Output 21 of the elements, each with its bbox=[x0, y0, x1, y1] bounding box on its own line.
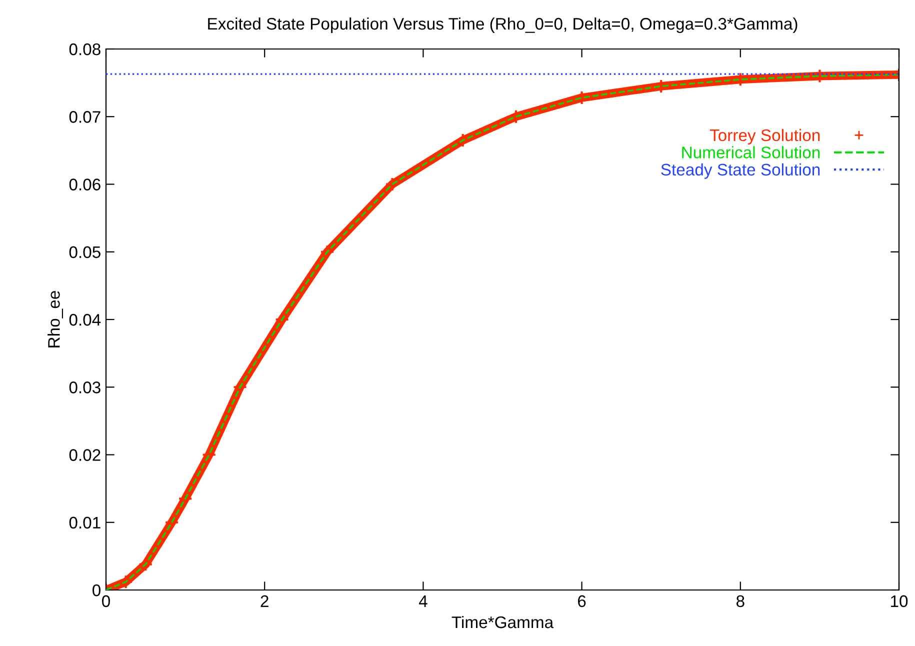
y-tick-label: 0 bbox=[92, 584, 100, 596]
x-tick-label: 6 bbox=[578, 595, 586, 608]
x-tick-label: 4 bbox=[418, 595, 428, 607]
x-axis-title: Time*Gamma bbox=[452, 616, 554, 628]
y-tick-label: 0.05 bbox=[69, 246, 100, 258]
x-tick-label: 10 bbox=[891, 595, 908, 608]
legend-label: Torrey Solution bbox=[710, 128, 820, 144]
x-tick-label: 0 bbox=[102, 595, 110, 608]
chart-title: Excited State Population Versus Time (Rho_0=0, Delta=0, Omega=0.3*Gamma) bbox=[208, 17, 798, 34]
y-tick-label: 0.08 bbox=[69, 43, 100, 56]
y-tick-label: 0.04 bbox=[69, 314, 101, 326]
x-tick-label: 2 bbox=[260, 595, 268, 607]
y-tick-label: 0.01 bbox=[69, 516, 100, 529]
legend-label: Numerical Solution bbox=[682, 146, 820, 158]
y-tick-label: 0.06 bbox=[69, 178, 100, 190]
y-tick-label: 0.03 bbox=[69, 382, 100, 394]
x-tick-label: 8 bbox=[736, 595, 744, 608]
legend-label: Steady State Solution bbox=[661, 163, 820, 179]
y-tick-label: 0.02 bbox=[69, 449, 100, 461]
y-tick-label: 0.07 bbox=[69, 111, 100, 123]
y-axis-title: Rho_ee bbox=[48, 291, 64, 348]
